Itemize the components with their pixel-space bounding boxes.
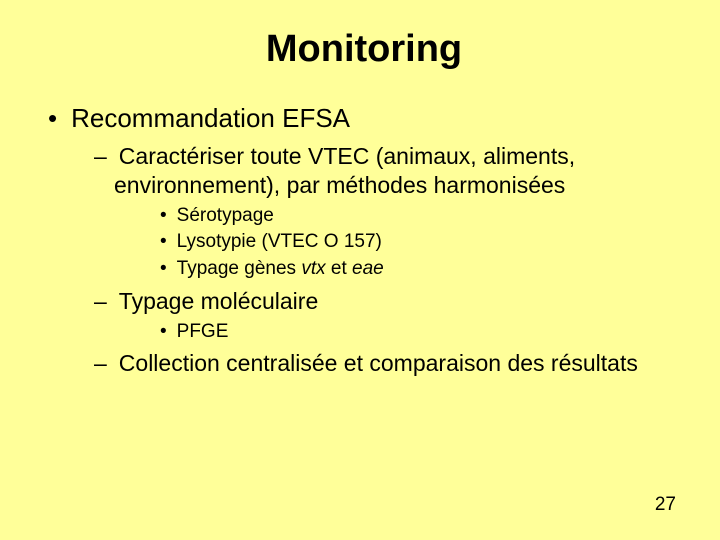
lvl3-item: PFGE [160,320,680,344]
bullet-list-lvl1: Recommandation EFSA Caractériser toute V… [48,103,680,378]
lvl2-item: Collection centralisée et comparaison de… [94,349,680,378]
lvl1-item: Recommandation EFSA Caractériser toute V… [48,103,680,378]
lvl3-text-italic: eae [352,258,384,279]
lvl3-text-mid: et [326,258,352,279]
lvl3-text-prefix: Typage gènes [177,258,302,279]
lvl2-text: Caractériser toute VTEC (animaux, alimen… [114,143,575,198]
lvl3-item: Typage gènes vtx et eae [160,257,680,281]
lvl3-text-italic: vtx [301,258,325,279]
lvl3-text: PFGE [177,321,229,342]
bullet-list-lvl3: Sérotypage Lysotypie (VTEC O 157) Typage… [160,204,680,281]
lvl2-text: Collection centralisée et comparaison de… [119,350,638,376]
lvl3-item: Sérotypage [160,204,680,228]
bullet-list-lvl3: PFGE [160,320,680,344]
lvl2-text: Typage moléculaire [119,288,318,314]
lvl1-text: Recommandation EFSA [71,103,350,133]
lvl3-item: Lysotypie (VTEC O 157) [160,230,680,254]
lvl3-text: Sérotypage [177,205,274,226]
lvl3-text: Lysotypie (VTEC O 157) [177,231,382,252]
bullet-list-lvl2: Caractériser toute VTEC (animaux, alimen… [94,142,680,378]
lvl2-item: Caractériser toute VTEC (animaux, alimen… [94,142,680,281]
lvl2-item: Typage moléculaire PFGE [94,287,680,344]
slide-title: Monitoring [48,28,680,71]
page-number: 27 [655,494,676,516]
